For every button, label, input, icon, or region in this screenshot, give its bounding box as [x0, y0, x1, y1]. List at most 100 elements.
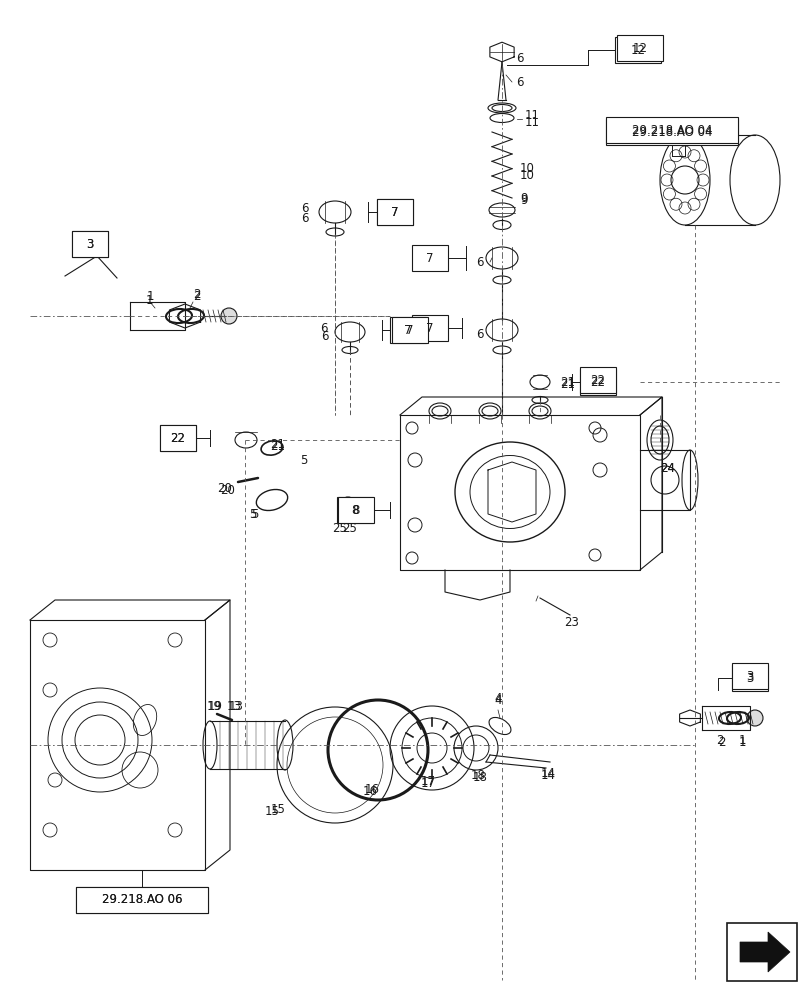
- Text: 29.218.AO 06: 29.218.AO 06: [101, 893, 182, 906]
- FancyBboxPatch shape: [160, 425, 195, 451]
- Text: 14: 14: [540, 767, 555, 780]
- Text: 4: 4: [494, 694, 501, 706]
- Text: 6: 6: [476, 255, 483, 268]
- Text: 3: 3: [745, 672, 753, 684]
- Text: 6: 6: [301, 212, 308, 225]
- FancyBboxPatch shape: [392, 317, 427, 343]
- FancyBboxPatch shape: [616, 35, 663, 61]
- Text: 1: 1: [146, 290, 153, 302]
- Text: 16: 16: [362, 785, 377, 798]
- Text: 8: 8: [351, 504, 358, 516]
- FancyBboxPatch shape: [389, 317, 426, 343]
- Text: 22: 22: [590, 375, 605, 388]
- FancyBboxPatch shape: [76, 887, 208, 913]
- Text: 24: 24: [659, 462, 675, 475]
- FancyBboxPatch shape: [337, 497, 372, 523]
- Text: 7: 7: [406, 324, 414, 336]
- Text: 22: 22: [170, 432, 185, 444]
- Text: 12: 12: [632, 42, 646, 55]
- Text: 3: 3: [745, 670, 753, 682]
- Text: 14: 14: [540, 769, 555, 782]
- Text: 6: 6: [301, 202, 308, 215]
- Text: 7: 7: [426, 322, 433, 334]
- Text: 6: 6: [320, 322, 328, 336]
- Text: 7: 7: [391, 206, 398, 219]
- Text: 29.218.AO 04: 29.218.AO 04: [631, 126, 711, 139]
- FancyBboxPatch shape: [376, 199, 413, 225]
- Text: 4: 4: [494, 692, 501, 704]
- FancyBboxPatch shape: [731, 663, 767, 689]
- FancyBboxPatch shape: [160, 425, 195, 451]
- FancyBboxPatch shape: [605, 117, 737, 143]
- Text: 5: 5: [300, 454, 307, 466]
- Text: 3: 3: [86, 237, 93, 250]
- Text: 6: 6: [321, 330, 328, 344]
- Text: 11: 11: [524, 116, 539, 129]
- Text: 21: 21: [560, 375, 575, 388]
- Text: 19: 19: [206, 700, 221, 712]
- Text: 5: 5: [251, 508, 259, 520]
- Text: 1: 1: [737, 734, 744, 746]
- Text: 2: 2: [718, 736, 725, 748]
- Text: 7: 7: [404, 324, 411, 336]
- FancyBboxPatch shape: [731, 665, 767, 691]
- Text: 21: 21: [560, 377, 575, 390]
- Text: 2: 2: [715, 734, 723, 746]
- Text: 10: 10: [519, 162, 534, 175]
- Text: 13: 13: [228, 700, 243, 712]
- Text: 22: 22: [170, 432, 185, 444]
- Text: 25: 25: [342, 522, 357, 534]
- Text: 7: 7: [426, 251, 433, 264]
- Text: 6: 6: [516, 52, 523, 65]
- Text: 20: 20: [217, 482, 232, 494]
- Text: 1: 1: [737, 736, 744, 748]
- Text: 20: 20: [221, 484, 235, 496]
- Text: 22: 22: [590, 373, 605, 386]
- FancyBboxPatch shape: [579, 369, 616, 395]
- FancyBboxPatch shape: [411, 315, 448, 341]
- Text: 21: 21: [270, 440, 285, 452]
- Text: 11: 11: [524, 109, 539, 122]
- FancyBboxPatch shape: [614, 37, 660, 63]
- Text: 17: 17: [420, 777, 435, 790]
- FancyBboxPatch shape: [605, 119, 737, 145]
- Text: 29.218.AO 04: 29.218.AO 04: [631, 124, 711, 137]
- Text: 12: 12: [629, 44, 645, 57]
- Circle shape: [746, 710, 762, 726]
- Text: 1: 1: [145, 294, 152, 306]
- Text: 15: 15: [270, 803, 285, 816]
- Text: 25: 25: [333, 522, 347, 534]
- Text: 9: 9: [520, 192, 527, 205]
- Bar: [726, 923, 796, 981]
- Text: 13: 13: [226, 700, 241, 712]
- Text: 15: 15: [264, 805, 279, 818]
- FancyBboxPatch shape: [76, 887, 208, 913]
- Text: 19: 19: [208, 700, 222, 712]
- Text: 7: 7: [391, 206, 398, 219]
- FancyBboxPatch shape: [579, 367, 616, 393]
- FancyBboxPatch shape: [376, 199, 413, 225]
- Text: 23: 23: [564, 615, 579, 629]
- FancyBboxPatch shape: [411, 245, 448, 271]
- Text: 10: 10: [519, 169, 534, 182]
- FancyBboxPatch shape: [337, 497, 374, 523]
- Text: 21: 21: [270, 438, 285, 452]
- FancyBboxPatch shape: [72, 231, 108, 257]
- Text: 29.218.AO 06: 29.218.AO 06: [101, 893, 182, 906]
- Text: 2: 2: [193, 288, 200, 300]
- Circle shape: [221, 308, 237, 324]
- Text: 5: 5: [249, 508, 256, 522]
- Text: 8: 8: [352, 504, 359, 516]
- Text: 9: 9: [520, 194, 527, 207]
- Text: 6: 6: [516, 76, 523, 89]
- Text: 18: 18: [470, 769, 485, 782]
- Text: 17: 17: [420, 775, 435, 788]
- Text: 18: 18: [472, 771, 487, 784]
- Text: 16: 16: [364, 783, 379, 796]
- FancyBboxPatch shape: [72, 231, 108, 257]
- Text: 24: 24: [659, 462, 675, 475]
- Text: 3: 3: [86, 237, 93, 250]
- Text: 2: 2: [193, 290, 200, 302]
- Text: 6: 6: [476, 328, 483, 340]
- Polygon shape: [739, 932, 789, 972]
